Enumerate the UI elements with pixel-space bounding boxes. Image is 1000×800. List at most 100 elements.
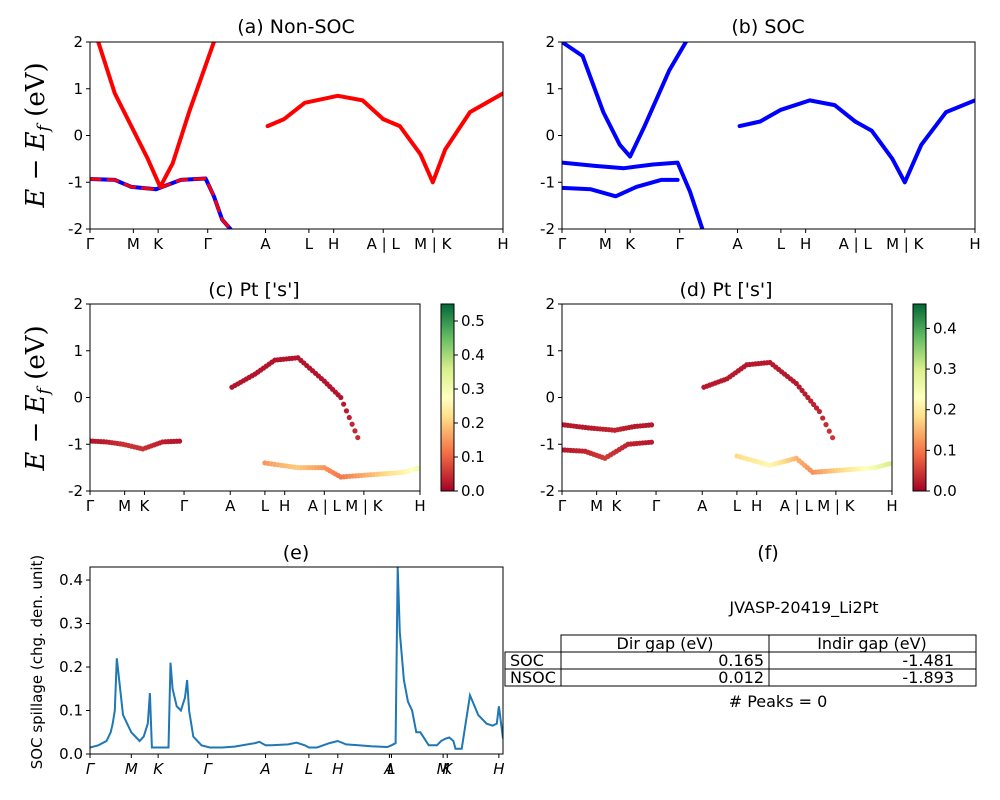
- a-xtick-label-7: A | L: [367, 235, 401, 253]
- c-s2-point: [346, 414, 352, 421]
- c-s2-point: [355, 434, 361, 441]
- d-xtick-label-5: L: [733, 497, 742, 515]
- c-xtick-label-7: A | L: [308, 497, 342, 515]
- b-xtick-label-1: M: [599, 235, 612, 253]
- d-d3-point: [805, 394, 811, 401]
- d-xtick-label-3: Γ: [652, 497, 661, 515]
- b-xtick-label-8: M | K: [886, 235, 925, 253]
- d-d3-point: [811, 401, 817, 408]
- panel-b-title: (b) SOC: [731, 16, 804, 38]
- c-s2-point: [352, 428, 358, 434]
- b-xtick-label-5: L: [777, 235, 786, 253]
- panel-f-title: (f): [757, 542, 779, 564]
- e-xtick-label-3: Γ: [204, 760, 214, 778]
- d-d3-point: [796, 384, 802, 390]
- c-frame: [89, 303, 421, 492]
- d-frame: [561, 303, 893, 492]
- d-d1-point: [648, 422, 655, 428]
- panel-e-ylabel: SOC spillage (chg. den. unit): [28, 555, 46, 770]
- c-xtick-label-5: L: [261, 497, 270, 515]
- c-ytick-label-4: 2: [73, 295, 83, 313]
- cbar-c-label-3: 0.3: [461, 380, 485, 398]
- b-xtick-label-2: K: [625, 235, 636, 253]
- e-ytick-label-0: 0.0: [59, 745, 83, 763]
- d-d3-point: [830, 435, 836, 441]
- cbar-c-label-2: 0.2: [461, 414, 485, 432]
- d-ytick-label-1: -1: [540, 435, 555, 453]
- a-band-band3: [265, 93, 386, 129]
- panel-c-ylabel: E − Ef (eV): [21, 325, 54, 471]
- colorbar-c: [441, 304, 454, 491]
- d-ytick-label-4: 2: [545, 295, 555, 313]
- c-s2-point: [343, 408, 350, 414]
- b-xtick-label-9: H: [969, 235, 980, 253]
- e-xtick-label-0: Γ: [86, 760, 96, 778]
- c-s2-point: [341, 401, 347, 407]
- d-xtick-label-4: A: [697, 497, 708, 515]
- material-id: JVASP-20419_Li2Pt: [728, 598, 878, 618]
- c-xtick-label-3: Γ: [180, 497, 189, 515]
- table-col-indir: Indir gap (eV): [817, 634, 927, 653]
- table-row-nsoc: [504, 668, 977, 687]
- table-nsoc-indir: -1.893: [902, 668, 954, 687]
- e-ytick-label-1: 0.1: [59, 702, 83, 720]
- table-nsoc-dir: 0.012: [718, 668, 764, 687]
- c-ytick-label-0: -2: [68, 482, 83, 500]
- c-xtick-label-2: K: [140, 497, 151, 515]
- a-xtick-label-9: H: [497, 235, 508, 253]
- a-xtick-label-0: Γ: [86, 235, 95, 253]
- e-xtick-label-10: K: [442, 760, 453, 778]
- b-band-b4: [737, 98, 858, 129]
- cbar-d-label-2: 0.2: [933, 401, 957, 419]
- cbar-c-label-5: 0.5: [461, 312, 485, 330]
- b-ytick-label-0: -2: [540, 220, 555, 238]
- b-band-b1: [562, 160, 705, 229]
- c-xtick-label-6: H: [279, 497, 290, 515]
- e-xtick-label-9: M: [437, 760, 450, 778]
- b-frame: [561, 41, 976, 230]
- d-ytick-label-2: 0: [545, 389, 555, 407]
- d-d3-point: [816, 408, 823, 415]
- d-xtick-label-9: H: [886, 497, 897, 515]
- cbar-d-label-4: 0.4: [933, 319, 957, 337]
- panel-c-title: (c) Pt ['s']: [208, 279, 299, 301]
- a-xtick-label-2: K: [153, 235, 164, 253]
- d-d3-point: [820, 415, 826, 421]
- d-d3-point: [826, 428, 832, 434]
- panel-e: 0.00.10.20.30.4Γ M K Γ A L H AL MK H: [59, 566, 505, 778]
- panel-d-title: (d) Pt ['s']: [679, 279, 772, 301]
- a-band-band4: [381, 91, 503, 185]
- colorbar-c-frame: [440, 303, 455, 492]
- e-xtick-label-5: L: [305, 760, 313, 778]
- b-ytick-label-2: 0: [545, 127, 555, 145]
- c-xtick-label-1: M: [118, 497, 131, 515]
- colorbar-c-ticks: 0.0 0.1 0.2 0.3 0.4 0.5: [454, 312, 485, 500]
- a-xtick-label-8: M | K: [414, 235, 453, 253]
- d-xtick-label-6: H: [751, 497, 762, 515]
- table-soc-label: SOC: [510, 651, 544, 670]
- a-xtick-label-1: M: [127, 235, 140, 253]
- gap-table: Dir gap (eV) Indir gap (eV) SOC 0.165 -1…: [504, 634, 977, 687]
- c-ytick-label-2: 0: [73, 389, 83, 407]
- d-xtick-label-1: M: [590, 497, 603, 515]
- c-ytick-label-1: -1: [68, 435, 83, 453]
- table-nsoc-label: NSOC: [510, 668, 556, 687]
- d-ytick-label-3: 1: [545, 342, 555, 360]
- peaks-count: # Peaks = 0: [729, 692, 828, 711]
- panel-a-ylabel: E − Ef (eV): [21, 62, 54, 208]
- b-ytick-label-4: 2: [545, 33, 555, 51]
- e-xtick-label-6: H: [332, 760, 343, 778]
- c-xtick-label-8: M | K: [345, 497, 384, 515]
- d-d4-point: [886, 461, 892, 467]
- e-spillage-line: [90, 567, 503, 750]
- d-d3-point: [813, 405, 820, 411]
- d-ytick-label-0: -2: [540, 482, 555, 500]
- a-band-spin-down: [90, 177, 232, 229]
- cbar-c-label-1: 0.1: [461, 448, 485, 466]
- cbar-d-label-1: 0.1: [933, 441, 957, 459]
- cbar-d-label-0: 0.0: [933, 482, 957, 500]
- cbar-d-label-3: 0.3: [933, 360, 957, 378]
